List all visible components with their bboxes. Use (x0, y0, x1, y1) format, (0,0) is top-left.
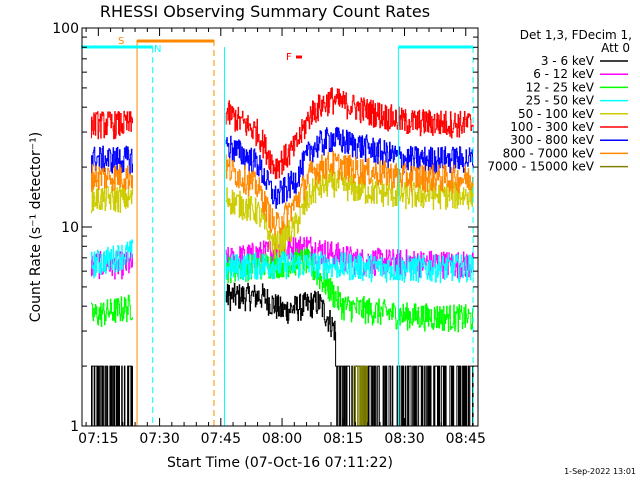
legend-entry: 100 - 300 keV (510, 120, 628, 134)
legend-entry: 7000 - 15000 keV (487, 160, 628, 174)
x-tick-label: 07:15 (78, 431, 118, 447)
legend-header-2: Att 0 (601, 41, 630, 55)
y-tick-label: 100 (52, 21, 79, 37)
y-tick-label: 10 (61, 220, 79, 236)
series-800-7000keV (91, 150, 474, 236)
series-line (91, 239, 133, 279)
flare-label: F (286, 52, 292, 63)
legend-entry-label: 300 - 800 keV (510, 133, 594, 147)
night-label: N (154, 44, 161, 55)
x-axis-label: Start Time (07-Oct-16 07:11:22) (167, 455, 393, 471)
x-tick-label: 07:30 (139, 431, 179, 447)
series-line (91, 365, 133, 427)
x-tick-label: 08:15 (323, 431, 363, 447)
series-line (91, 164, 133, 192)
series-layer (91, 87, 474, 427)
legend-entry: 300 - 800 keV (510, 133, 628, 147)
date-stamp: 1-Sep-2022 13:01 (564, 467, 636, 476)
saa-label: S (118, 36, 124, 47)
series-25-50keV (91, 239, 474, 284)
legend-entry: 800 - 7000 keV (503, 146, 628, 160)
legend-entry: 3 - 6 keV (541, 54, 628, 68)
series-line (225, 282, 474, 427)
series-line (225, 126, 474, 209)
legend-entry-label: 7000 - 15000 keV (487, 160, 594, 174)
y-axis-label: Count Rate (s⁻¹ detector⁻¹) (28, 132, 44, 322)
series-12-25keV (91, 247, 474, 333)
series-line (91, 294, 133, 327)
y-tick-label: 1 (70, 419, 79, 435)
series-100-300keV (91, 87, 474, 180)
legend-entry: 25 - 50 keV (526, 94, 628, 108)
legend-entry-label: 3 - 6 keV (541, 54, 595, 68)
legend-entry-label: 800 - 7000 keV (503, 146, 595, 160)
legend-entry: 12 - 25 keV (526, 80, 628, 94)
series-line (91, 145, 133, 175)
legend-entry: 50 - 100 keV (518, 107, 628, 121)
legend-entry-label: 25 - 50 keV (526, 94, 595, 108)
legend-entry: 6 - 12 keV (533, 67, 628, 81)
series-line (350, 365, 368, 427)
series-7000-15000keV (350, 365, 368, 427)
tick-layer: 07:15 07:30 07:45 08:00 08:15 08:30 08:45 1 10 10… (52, 21, 486, 447)
legend-entry-label: 50 - 100 keV (518, 107, 595, 121)
series-line (225, 87, 474, 180)
x-tick-label: 08:45 (446, 431, 486, 447)
x-tick-label: 07:45 (201, 431, 241, 447)
x-tick-label: 08:00 (262, 431, 302, 447)
series-line (225, 247, 474, 333)
series-300-800keV (91, 126, 474, 209)
legend-header: Det 1,3, FDecim 1, (520, 28, 632, 42)
legend-entry-label: 100 - 300 keV (510, 120, 594, 134)
x-tick-label: 08:30 (384, 431, 424, 447)
series-line (91, 110, 133, 140)
legend-entry-label: 12 - 25 keV (526, 80, 595, 94)
chart-title: RHESSI Observing Summary Count Rates (100, 2, 430, 21)
legend-entry-label: 6 - 12 keV (533, 67, 595, 81)
series-line (225, 150, 474, 236)
series-line (225, 168, 474, 259)
series-line (225, 251, 474, 284)
annotation-layer: S N F (81, 36, 474, 426)
